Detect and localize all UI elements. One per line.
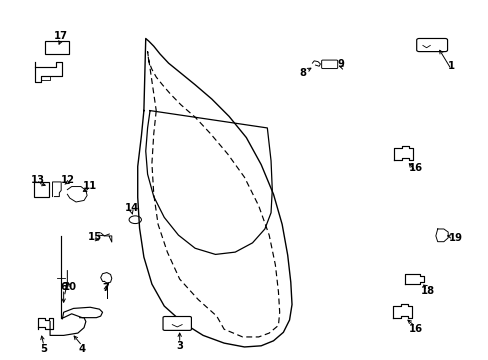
Text: 3: 3 — [176, 341, 183, 351]
Text: 14: 14 — [124, 203, 139, 213]
Text: 19: 19 — [448, 233, 462, 243]
FancyBboxPatch shape — [163, 316, 191, 330]
Polygon shape — [435, 229, 447, 242]
Polygon shape — [392, 304, 411, 318]
Text: 16: 16 — [407, 324, 422, 334]
FancyBboxPatch shape — [416, 39, 447, 51]
Polygon shape — [35, 62, 62, 82]
Text: 6: 6 — [60, 282, 67, 292]
Text: 1: 1 — [447, 61, 454, 71]
Text: 11: 11 — [83, 181, 97, 191]
Text: 8: 8 — [299, 68, 306, 78]
Polygon shape — [101, 273, 112, 283]
Polygon shape — [404, 274, 423, 284]
Text: 13: 13 — [31, 175, 44, 185]
Polygon shape — [38, 318, 53, 329]
Text: 17: 17 — [54, 31, 68, 41]
Text: 9: 9 — [337, 59, 344, 69]
Text: 5: 5 — [41, 343, 47, 354]
Polygon shape — [394, 147, 412, 159]
Text: 12: 12 — [60, 175, 74, 185]
Text: 18: 18 — [420, 286, 434, 296]
Text: 10: 10 — [62, 282, 77, 292]
Text: 7: 7 — [102, 283, 109, 293]
Text: 16: 16 — [407, 163, 422, 174]
Text: 4: 4 — [79, 343, 85, 354]
FancyBboxPatch shape — [321, 60, 337, 68]
Text: 15: 15 — [87, 232, 102, 242]
FancyBboxPatch shape — [45, 41, 68, 54]
FancyBboxPatch shape — [34, 182, 49, 197]
Polygon shape — [67, 186, 87, 202]
